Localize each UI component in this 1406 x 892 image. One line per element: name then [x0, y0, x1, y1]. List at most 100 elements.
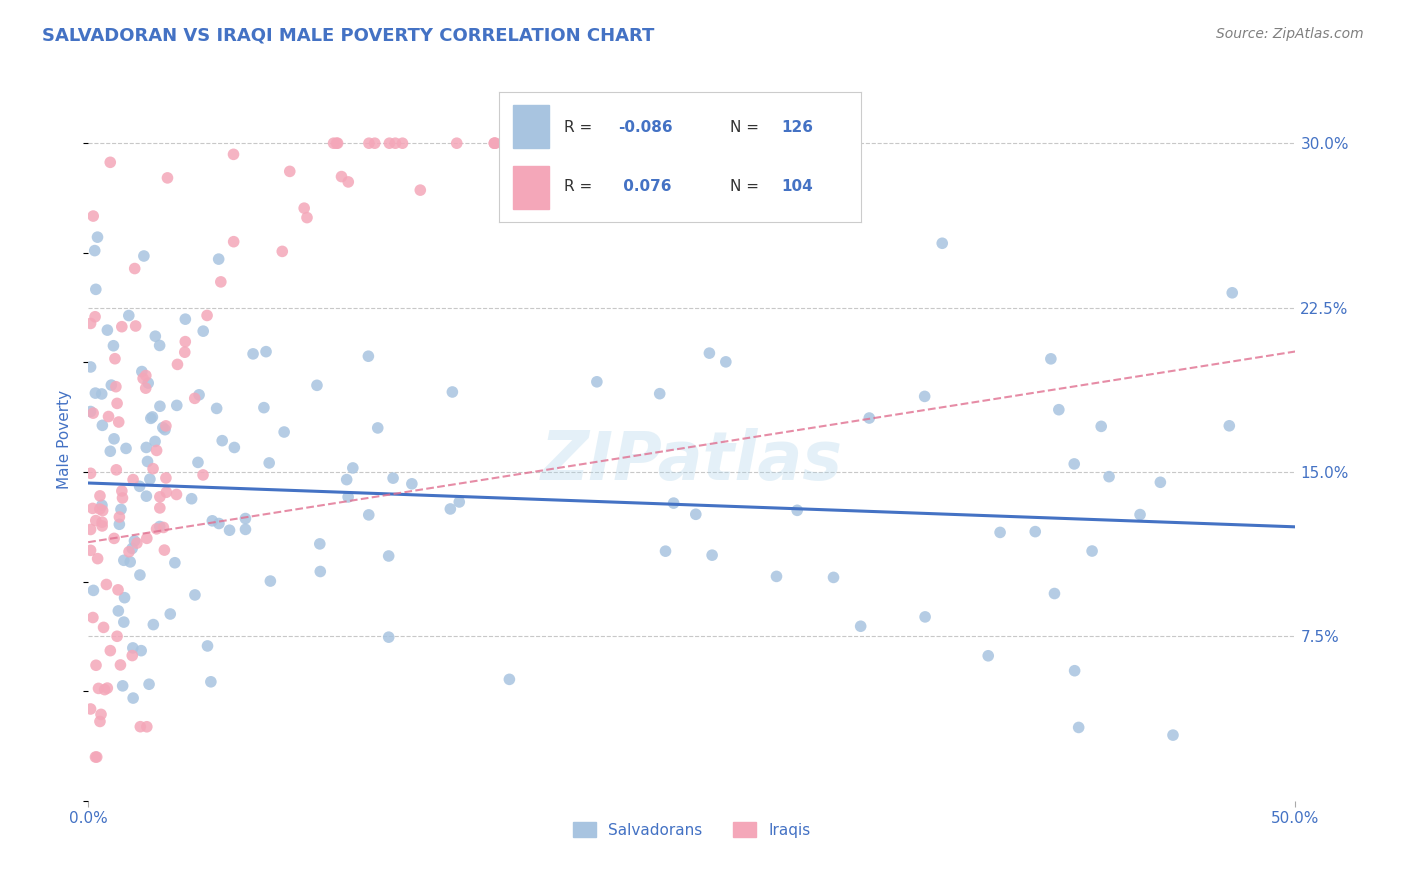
Point — [107, 415, 129, 429]
Point — [145, 522, 167, 536]
Point — [120, 555, 142, 569]
Point — [131, 365, 153, 379]
Point — [156, 170, 179, 185]
Point — [155, 418, 177, 433]
Point — [560, 136, 582, 151]
Point — [1098, 469, 1121, 483]
Point — [82, 583, 104, 598]
Point — [84, 658, 107, 673]
Point — [858, 411, 880, 425]
Point — [409, 183, 432, 197]
Point — [330, 169, 353, 184]
Point — [89, 502, 111, 516]
Point — [193, 324, 215, 338]
Point — [765, 569, 787, 583]
Point — [82, 209, 104, 223]
Point — [141, 409, 163, 424]
Point — [1161, 728, 1184, 742]
Point — [135, 441, 157, 455]
Point — [86, 230, 108, 244]
Point — [184, 392, 207, 406]
Point — [91, 515, 114, 529]
Point — [292, 201, 315, 215]
Point — [484, 136, 506, 151]
Point — [1043, 586, 1066, 600]
Point — [377, 549, 399, 563]
Point — [96, 577, 118, 591]
Point — [378, 136, 401, 151]
Point — [484, 136, 506, 151]
Point — [914, 610, 936, 624]
Point — [242, 347, 264, 361]
Point — [166, 487, 188, 501]
Point — [439, 502, 461, 516]
Point — [337, 490, 360, 504]
Point — [382, 471, 405, 485]
Point — [91, 498, 114, 512]
Point — [391, 136, 413, 151]
Point — [254, 344, 277, 359]
Point — [103, 532, 125, 546]
Point — [1063, 664, 1085, 678]
Point — [79, 404, 101, 418]
Point — [166, 398, 188, 412]
Point — [82, 610, 104, 624]
Point — [105, 629, 128, 643]
Y-axis label: Male Poverty: Male Poverty — [58, 390, 72, 489]
Point — [98, 444, 121, 458]
Point — [86, 750, 108, 764]
Point — [121, 640, 143, 655]
Point — [1047, 402, 1070, 417]
Point — [79, 359, 101, 374]
Point — [195, 309, 218, 323]
Point — [914, 389, 936, 403]
Point — [129, 720, 152, 734]
Point — [145, 443, 167, 458]
Point — [128, 479, 150, 493]
Point — [322, 136, 344, 151]
Point — [84, 386, 107, 401]
Point — [1090, 419, 1112, 434]
Point — [484, 136, 506, 151]
Point — [149, 500, 172, 515]
Point — [104, 380, 127, 394]
Point — [603, 136, 626, 151]
Point — [188, 388, 211, 402]
Point — [191, 467, 214, 482]
Point — [89, 489, 111, 503]
Point — [100, 378, 122, 392]
Point — [200, 674, 222, 689]
Point — [97, 409, 120, 424]
Point — [357, 136, 380, 151]
Text: Source: ZipAtlas.com: Source: ZipAtlas.com — [1216, 27, 1364, 41]
Point — [600, 136, 623, 151]
Legend: Salvadorans, Iraqis: Salvadorans, Iraqis — [567, 815, 817, 844]
Point — [257, 456, 280, 470]
Point — [135, 532, 157, 546]
Point — [105, 396, 128, 410]
Point — [79, 317, 101, 331]
Point — [547, 136, 569, 151]
Point — [224, 441, 246, 455]
Text: SALVADORAN VS IRAQI MALE POVERTY CORRELATION CHART: SALVADORAN VS IRAQI MALE POVERTY CORRELA… — [42, 27, 655, 45]
Point — [197, 639, 219, 653]
Point — [180, 491, 202, 506]
Point — [595, 136, 617, 151]
Point — [82, 501, 104, 516]
Point — [662, 496, 685, 510]
Point — [138, 677, 160, 691]
Point — [114, 591, 136, 605]
Point — [849, 619, 872, 633]
Point — [384, 136, 406, 151]
Point — [149, 399, 172, 413]
Point — [562, 136, 585, 151]
Point — [98, 155, 121, 169]
Point — [336, 473, 359, 487]
Point — [253, 401, 276, 415]
Point — [401, 476, 423, 491]
Point — [135, 720, 157, 734]
Point — [118, 309, 141, 323]
Point — [124, 261, 146, 276]
Point — [449, 495, 471, 509]
Point — [90, 387, 112, 401]
